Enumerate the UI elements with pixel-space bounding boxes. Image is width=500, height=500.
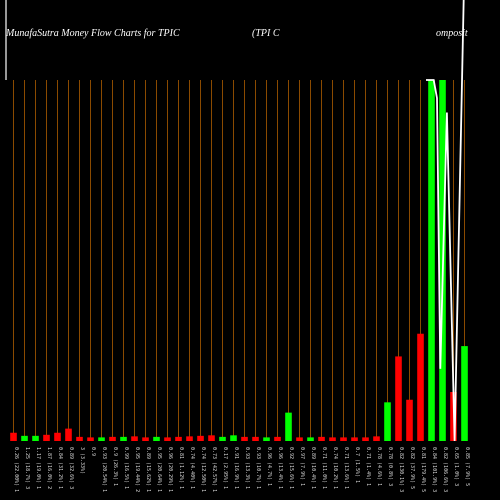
x-tick-label: 0.93 (10.7%) 1 <box>255 447 261 489</box>
bar <box>54 432 61 441</box>
bar <box>384 402 391 441</box>
bar <box>241 436 248 441</box>
bar <box>285 412 292 441</box>
x-tick-label: 0.26 (22.00%) 1 <box>13 447 19 492</box>
price-line <box>426 0 465 442</box>
chart-subtitle-right: omposit <box>436 28 468 39</box>
x-tick-label: 0.78 (4.6%) 1 <box>376 447 382 486</box>
x-tick-label: 0.17 (2.95%) 1 <box>222 447 228 489</box>
bar <box>274 436 281 441</box>
bar <box>263 437 270 441</box>
bar <box>208 435 215 441</box>
x-tick-label: 0.81 (179.4%) 5 <box>420 447 426 492</box>
bar <box>296 437 303 441</box>
x-tick-label: 0.82 (37.9%) 5 <box>409 447 415 489</box>
x-tick-label: 0.89 (15.62%) 1 <box>145 447 151 492</box>
x-tick-label: 0.93 (20.54%) 1 <box>101 447 107 492</box>
bar <box>252 436 259 441</box>
bar <box>164 437 171 441</box>
x-tick-label: 1.17 (19.0%) 1 <box>35 447 41 489</box>
x-tick-label: 0.95 (20.64%) 1 <box>156 447 162 492</box>
x-tick-label: 0.71 (1.4%) 1 <box>365 447 371 486</box>
bar <box>197 435 204 441</box>
bar <box>461 346 468 441</box>
x-tick-label: 0.74 (4.40%) 1 <box>189 447 195 489</box>
x-tick-label: 0.85 (7.9%) 5 <box>464 447 470 486</box>
x-tick-label: 0.97 (7.9%) 1 <box>299 447 305 486</box>
bar <box>318 436 325 441</box>
x-tick-label: 0.71 (11.0%) 1 <box>321 447 327 489</box>
bar <box>87 437 94 441</box>
bar <box>109 436 116 441</box>
x-tick-label: 0.7 (1.5%) 1 <box>354 447 360 483</box>
bar <box>230 435 237 441</box>
bar <box>373 436 380 441</box>
x-tick-label: 0.95 (19.44%) 2 <box>134 447 140 492</box>
x-tick-label: 1.25 (18.7%) 3 <box>24 447 30 489</box>
bar <box>32 435 39 441</box>
x-tick-label: 0.99 (16.5%) 1 <box>123 447 129 489</box>
bar <box>98 437 105 441</box>
bar <box>406 399 413 441</box>
x-tick-label: 0.65 (1.0%) 3 <box>453 447 459 486</box>
bar <box>43 434 50 441</box>
bar <box>65 428 72 441</box>
x-tick-label: 0.91 (16.9%) 1 <box>233 447 239 489</box>
x-tick-label: 0.78 (0.8%) 3 <box>387 447 393 486</box>
x-tick-label: 0.74 (12.50%) 1 <box>200 447 206 492</box>
bar <box>307 437 314 441</box>
x-tick-label: 0.81 (1.12%) 1 <box>178 447 184 489</box>
x-tick-label: 1.87 (16.0%) 2 <box>46 447 52 489</box>
x-tick-label: 0.82 (130.1%) 3 <box>398 447 404 492</box>
price-line-path <box>426 0 465 442</box>
chart-subtitle-left: (TPI C <box>252 28 280 39</box>
x-tick-label: 0.9 <box>90 447 96 456</box>
bar <box>76 436 83 441</box>
bar <box>417 333 424 441</box>
bar <box>219 436 226 441</box>
x-tick-label: 0.89 (32.6%) 3 <box>68 447 74 489</box>
x-tick-label: 0.89 (10.4%) 1 <box>310 447 316 489</box>
bar <box>395 356 402 441</box>
bar <box>329 437 336 441</box>
bar <box>10 432 17 441</box>
bar <box>340 437 347 441</box>
x-tick-label: 0.82 (106.6%) 3 <box>442 447 448 492</box>
x-tick-labels: 0.26 (22.00%) 1 1.25 (18.7%) 3 1.17 (19.0%… <box>13 447 470 492</box>
bar <box>131 436 138 441</box>
bar <box>428 80 435 441</box>
bar <box>175 436 182 441</box>
x-tick-label: 0.9 (26.3%) 1 <box>112 447 118 486</box>
x-tick-label: 0.84 (101.9%) 3 <box>431 447 437 492</box>
bar <box>351 437 358 441</box>
bar <box>120 436 127 441</box>
chart-title: MunafaSutra Money Flow Charts for TPIC <box>5 28 180 39</box>
x-tick-label: 0.92 (15.6%) 1 <box>288 447 294 489</box>
bar <box>153 436 160 441</box>
bar <box>21 435 28 441</box>
x-tick-label: 0.96 (20.29%) 1 <box>167 447 173 492</box>
x-tick-label: 3 (3.33%) <box>79 447 85 474</box>
x-tick-label: 0.71 (13.6%) 1 <box>343 447 349 489</box>
bar <box>362 437 369 441</box>
x-tick-label: 0.96 (4.7%) 1 <box>266 447 272 486</box>
x-tick-label: 0.96 (13.4%) 1 <box>277 447 283 489</box>
bar <box>142 437 149 441</box>
x-tick-label: 0.74 (10.2%) 1 <box>332 447 338 489</box>
x-tick-label: 0.84 (31.2%) 1 <box>57 447 63 489</box>
bar <box>186 436 193 441</box>
x-tick-label: 0.73 (42.57%) 1 <box>211 447 217 492</box>
x-tick-label: 0.93 (13.3%) 1 <box>244 447 250 489</box>
